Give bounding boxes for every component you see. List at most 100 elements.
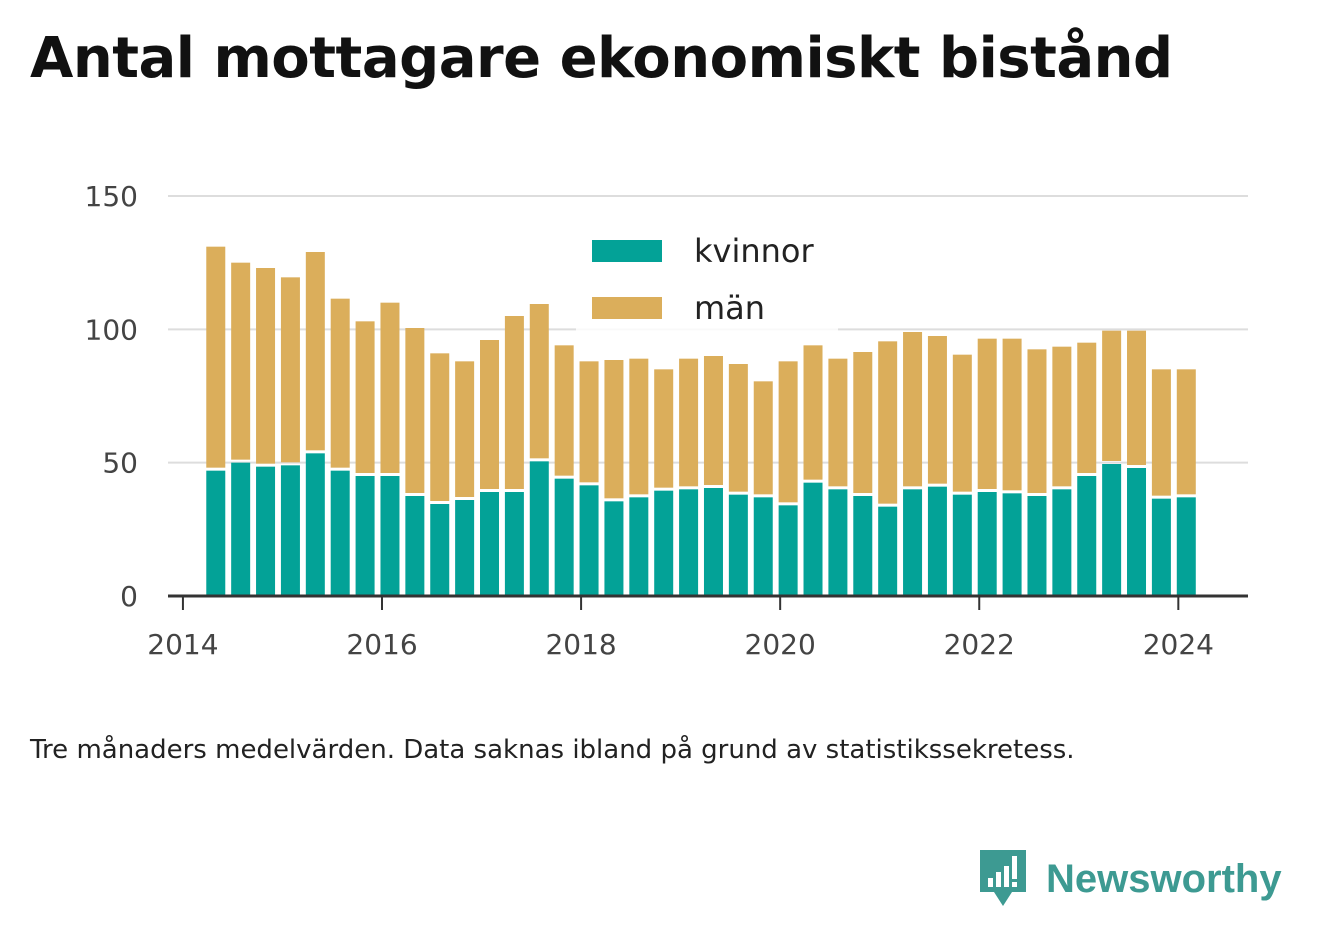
bar-man <box>778 361 798 503</box>
x-tick-label: 2014 <box>147 628 218 661</box>
bar-kvinnor <box>405 496 425 596</box>
bar-man <box>703 356 723 485</box>
bar-kvinnor <box>778 505 798 596</box>
bar-man <box>256 268 276 464</box>
bar-man <box>206 246 226 468</box>
bar-man <box>380 302 400 473</box>
bar-man <box>430 353 450 501</box>
bar-kvinnor <box>1052 489 1072 596</box>
bar-kvinnor <box>1151 498 1171 596</box>
bar-kvinnor <box>231 462 251 596</box>
bar-man <box>529 304 549 459</box>
bar-man <box>903 332 923 487</box>
bar-man <box>504 316 524 489</box>
legend-label: kvinnor <box>694 232 815 270</box>
brand-name: Newsworthy <box>1046 856 1282 901</box>
bar-kvinnor <box>679 489 699 596</box>
bar-kvinnor <box>430 504 450 596</box>
bar-man <box>1151 369 1171 496</box>
x-tick-label: 2024 <box>1143 628 1214 661</box>
bar-man <box>728 364 748 492</box>
bar-kvinnor <box>828 489 848 596</box>
bar-kvinnor <box>604 501 624 596</box>
bar-man <box>828 358 848 487</box>
bar-kvinnor <box>480 492 500 596</box>
newsworthy-logo-icon <box>980 850 1026 906</box>
bar-kvinnor <box>380 476 400 596</box>
bar-kvinnor <box>256 466 276 596</box>
bar-man <box>305 252 325 451</box>
bar-kvinnor <box>1127 468 1147 596</box>
chart-note: Tre månaders medelvärden. Data saknas ib… <box>30 735 1075 765</box>
bar-kvinnor <box>952 494 972 596</box>
x-tick-label: 2016 <box>346 628 417 661</box>
bar-kvinnor <box>703 488 723 596</box>
legend-label: män <box>694 289 765 327</box>
bar-kvinnor <box>1102 464 1122 596</box>
bar-man <box>1102 330 1122 461</box>
bar-man <box>1127 330 1147 465</box>
bar-man <box>579 361 599 483</box>
bar-kvinnor <box>629 497 649 596</box>
bar-kvinnor <box>330 470 350 596</box>
bar-man <box>1052 346 1072 487</box>
legend: kvinnor män <box>576 226 838 332</box>
bar-man <box>853 352 873 493</box>
bar-kvinnor <box>927 486 947 596</box>
bar-man <box>977 338 997 489</box>
chart-title: Antal mottagare ekonomiskt bistånd <box>30 26 1173 91</box>
bar-man <box>405 328 425 493</box>
bar-man <box>679 358 699 487</box>
stacked-bar-chart: 0 50 100 150 2014 2016 2018 2020 2022 2024 kvinn… <box>85 180 1248 661</box>
y-tick-label: 0 <box>120 580 138 613</box>
bar-man <box>554 345 574 476</box>
bar-kvinnor <box>529 461 549 596</box>
bar-man <box>803 345 823 480</box>
bar-kvinnor <box>903 489 923 596</box>
y-tick-label: 150 <box>85 180 138 213</box>
bar-kvinnor <box>554 478 574 596</box>
bar-man <box>604 360 624 499</box>
x-axis-ticks: 2014 2016 2018 2020 2022 2024 <box>147 596 1214 661</box>
bar-kvinnor <box>853 496 873 596</box>
bar-kvinnor <box>455 500 475 596</box>
bar-kvinnor <box>878 506 898 596</box>
brand-logo: Newsworthy <box>978 848 1282 910</box>
bar-man <box>1077 342 1097 473</box>
bar-man <box>1002 338 1022 491</box>
bar-kvinnor <box>728 494 748 596</box>
bar-man <box>753 381 773 495</box>
bar-man <box>231 262 251 460</box>
bar-man <box>927 336 947 484</box>
bar-man <box>878 341 898 504</box>
bar-kvinnor <box>1002 493 1022 596</box>
bar-man <box>654 369 674 488</box>
legend-swatch <box>592 240 662 262</box>
bar-kvinnor <box>504 492 524 596</box>
legend-swatch <box>592 297 662 319</box>
bar-man <box>1027 349 1047 493</box>
bar-kvinnor <box>206 470 226 596</box>
bar-kvinnor <box>579 485 599 596</box>
bar-kvinnor <box>1027 496 1047 596</box>
y-tick-label: 100 <box>85 313 138 346</box>
bar-kvinnor <box>305 453 325 596</box>
bar-kvinnor <box>1077 476 1097 596</box>
bar-kvinnor <box>654 490 674 596</box>
bar-man <box>629 358 649 495</box>
bar-kvinnor <box>753 497 773 596</box>
bar-man <box>480 340 500 489</box>
x-tick-label: 2020 <box>745 628 816 661</box>
bar-kvinnor <box>803 482 823 596</box>
bar-kvinnor <box>977 492 997 596</box>
bar-man <box>280 277 300 463</box>
bar-man <box>455 361 475 497</box>
bars <box>206 246 1196 596</box>
bar-man <box>1176 369 1196 495</box>
bar-man <box>330 298 350 468</box>
bar-man <box>355 321 375 473</box>
x-tick-label: 2022 <box>944 628 1015 661</box>
x-tick-label: 2018 <box>545 628 616 661</box>
bar-kvinnor <box>355 476 375 596</box>
y-axis-ticks: 0 50 100 150 <box>85 180 138 613</box>
